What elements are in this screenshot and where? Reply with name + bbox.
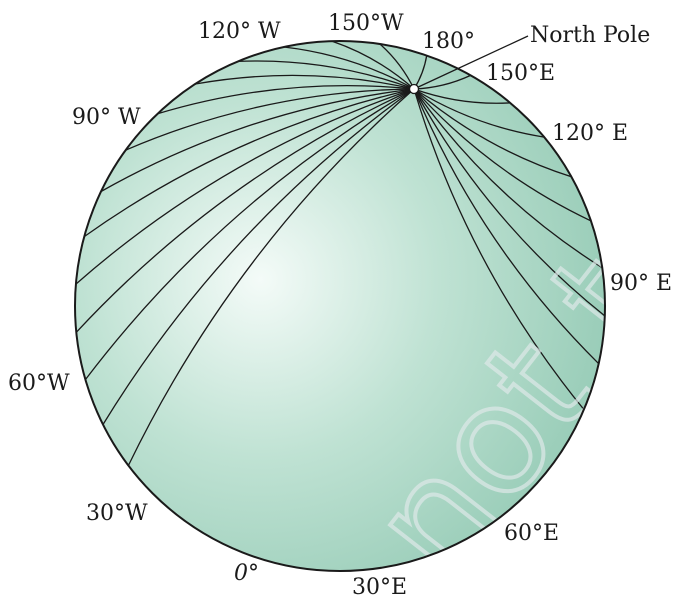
label-30-e: 30°E bbox=[352, 575, 407, 599]
label-60-w: 60°W bbox=[8, 371, 70, 396]
meridian-line bbox=[413, 88, 600, 365]
meridian-line bbox=[413, 88, 511, 104]
label-0: 0° bbox=[234, 561, 259, 586]
meridian-line bbox=[413, 88, 572, 178]
meridian-line bbox=[195, 74, 415, 90]
meridian-line bbox=[157, 84, 415, 115]
meridian-line bbox=[413, 88, 592, 222]
label-30-w: 30°W bbox=[86, 501, 148, 526]
label-90-e: 90° E bbox=[610, 271, 672, 296]
meridian-line bbox=[75, 88, 415, 333]
meridian-line bbox=[413, 88, 545, 138]
meridian-lines bbox=[75, 41, 605, 466]
label-120-e: 120° E bbox=[552, 121, 628, 146]
meridian-line bbox=[75, 88, 415, 285]
label-180: 180° bbox=[422, 29, 475, 54]
meridian-line bbox=[125, 88, 415, 151]
meridian-line bbox=[84, 88, 415, 380]
north-pole-leader-line bbox=[413, 35, 529, 90]
label-150-w: 150°W bbox=[328, 11, 404, 36]
globe-outline bbox=[74, 40, 606, 572]
meridian-line bbox=[413, 88, 603, 269]
meridian-line bbox=[100, 88, 415, 193]
meridian-line bbox=[283, 46, 415, 90]
label-120-w: 120° W bbox=[198, 19, 281, 44]
meridian-line bbox=[237, 60, 415, 90]
meridian-line bbox=[331, 41, 415, 90]
meridian-line bbox=[127, 88, 415, 466]
meridian-line bbox=[413, 88, 605, 317]
label-60-e: 60°E bbox=[504, 521, 559, 546]
label-90-w: 90° W bbox=[72, 105, 141, 130]
label-150-e: 150°E bbox=[486, 61, 555, 86]
meridian-line bbox=[83, 88, 415, 238]
meridian-line bbox=[413, 88, 585, 410]
north-pole-marker bbox=[408, 83, 420, 95]
globe-sphere bbox=[75, 41, 605, 571]
label-north-pole: North Pole bbox=[530, 23, 650, 48]
meridian-line bbox=[102, 88, 415, 425]
